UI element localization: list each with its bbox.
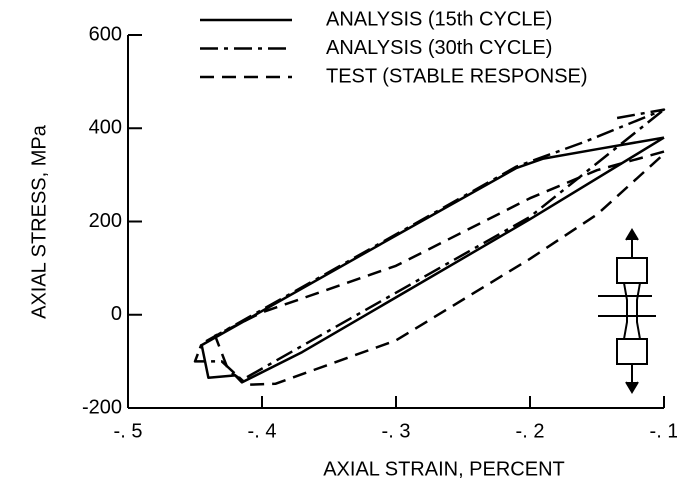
specimen-icon bbox=[598, 228, 656, 394]
x-tick-label: -. 4 bbox=[248, 420, 277, 442]
legend-label: ANALYSIS (15th CYCLE) bbox=[326, 8, 552, 30]
y-tick-label: 200 bbox=[89, 210, 122, 232]
y-tick-label: 400 bbox=[89, 117, 122, 139]
legend-label: ANALYSIS (30th CYCLE) bbox=[326, 37, 552, 59]
y-tick-label: -200 bbox=[82, 396, 122, 418]
y-tick-label: 600 bbox=[89, 23, 122, 45]
legend-label: TEST (STABLE RESPONSE) bbox=[326, 65, 588, 87]
y-axis-label: AXIAL STRESS, MPa bbox=[28, 124, 50, 319]
x-tick-label: -. 2 bbox=[516, 420, 545, 442]
x-tick-label: -. 5 bbox=[114, 420, 143, 442]
series-line bbox=[200, 136, 665, 384]
y-tick-label: 0 bbox=[111, 303, 122, 325]
series-line bbox=[213, 150, 665, 386]
x-tick-label: -. 1 bbox=[650, 420, 677, 442]
x-tick-label: -. 3 bbox=[382, 420, 411, 442]
x-axis-label: AXIAL STRAIN, PERCENT bbox=[323, 458, 565, 480]
